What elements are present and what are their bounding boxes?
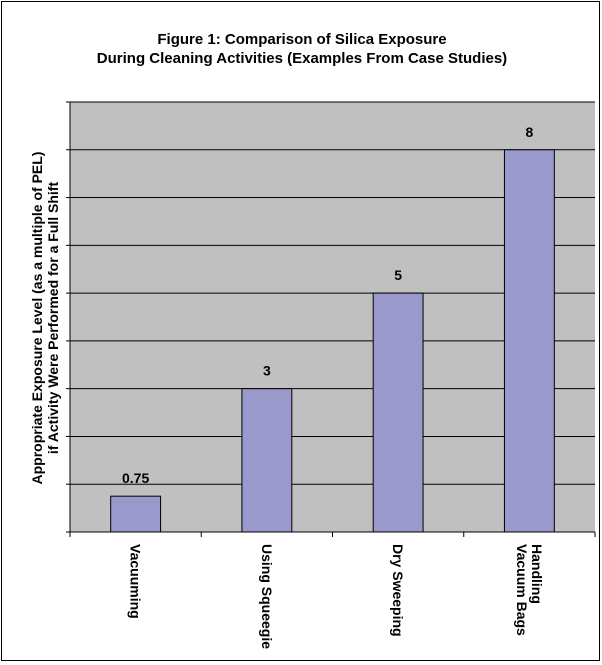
x-tick-label: Vacuuming: [128, 544, 144, 619]
x-tick-label-line: Vacuum Bags: [514, 544, 530, 636]
x-tick-label-line: Dry Sweeping: [390, 544, 406, 637]
chart-title: Figure 1: Comparison of Silica Exposure …: [97, 31, 507, 67]
bar: [503, 149, 555, 533]
x-tick-labels: Vacuuming Using Squeegie Dry Sweeping Handl…: [128, 544, 545, 649]
bar: [372, 292, 424, 533]
x-tick-label-line: Handling: [529, 544, 545, 604]
y-axis-label-line-1: Appropriate Exposure Level (as a multipl…: [29, 152, 45, 485]
data-label: 3: [263, 363, 271, 379]
x-tick-label: Dry Sweeping: [390, 544, 406, 637]
axes: [66, 101, 596, 537]
data-labels: 0.75 3 5 8: [122, 124, 533, 486]
bars: [110, 149, 555, 533]
data-label: 8: [525, 124, 533, 140]
data-label: 0.75: [122, 470, 149, 486]
x-tick-label-line: Vacuuming: [128, 544, 144, 619]
chart-title-line-1: Figure 1: Comparison of Silica Exposure: [157, 31, 446, 48]
bar: [241, 388, 293, 533]
x-tick-label: Using Squeegie: [259, 544, 275, 649]
bar: [110, 495, 162, 533]
x-tick-label-line: Using Squeegie: [259, 544, 275, 649]
data-label: 5: [394, 267, 402, 283]
y-axis-label-line-2: if Activity Were Performed for a Full Sh…: [45, 182, 61, 455]
y-axis-label: Appropriate Exposure Level (as a multipl…: [29, 152, 61, 485]
chart-title-line-2: During Cleaning Activities (Examples Fro…: [97, 50, 507, 67]
